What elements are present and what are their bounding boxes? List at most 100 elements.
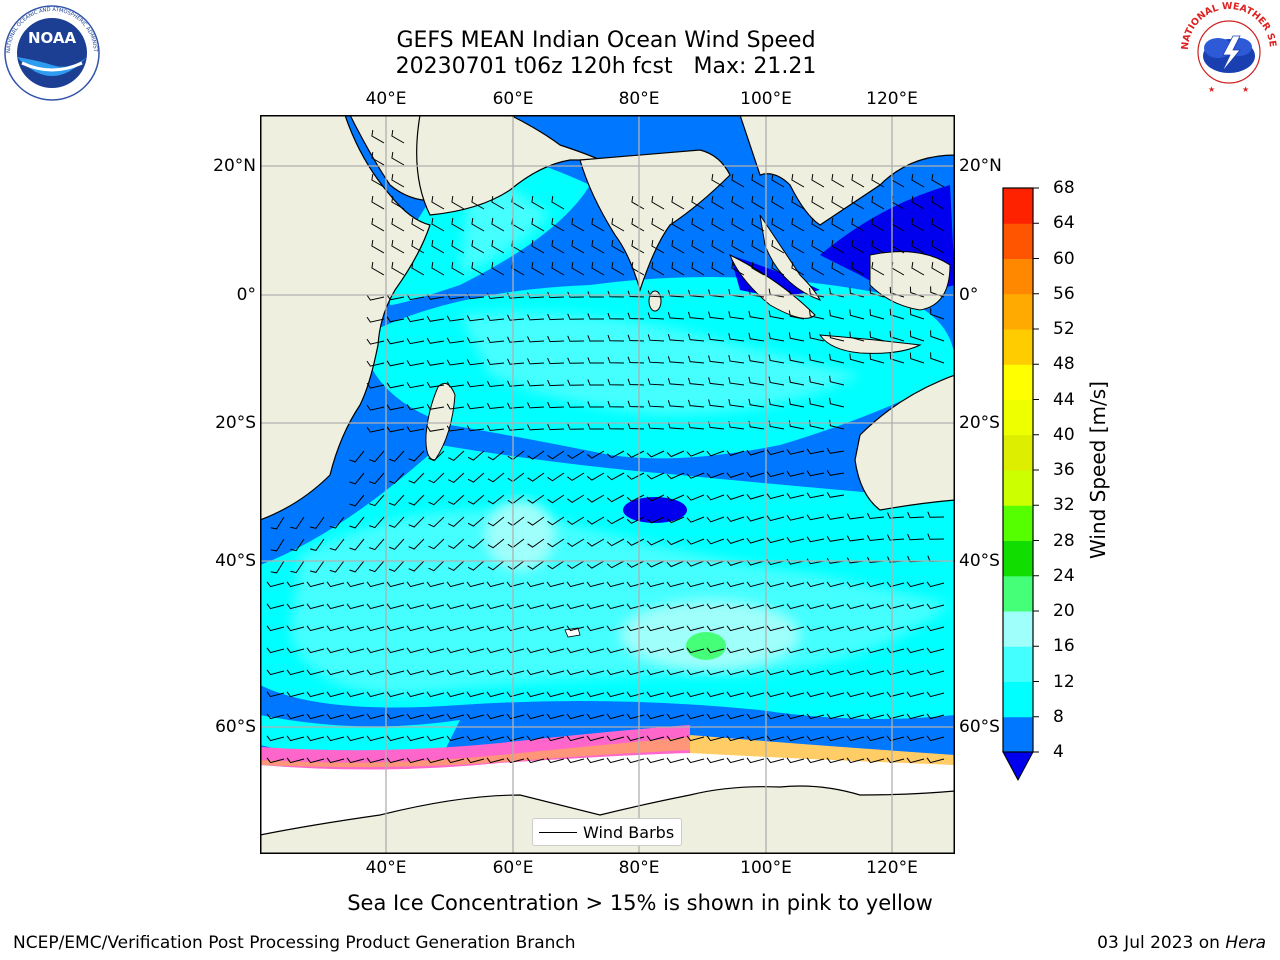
wind-barb	[306, 625, 325, 632]
wind-barb	[366, 647, 385, 654]
colorbar-segment	[1003, 505, 1033, 541]
wind-barb	[846, 513, 865, 520]
wind-barb	[386, 735, 405, 742]
wind-barb	[369, 560, 385, 573]
wind-barb	[349, 538, 365, 551]
wind-barb	[826, 469, 845, 476]
wind-barb	[591, 240, 605, 254]
wind-barb	[309, 538, 325, 551]
gridlines	[260, 115, 955, 854]
wind-barb	[386, 316, 405, 323]
wind-barb	[886, 581, 905, 588]
wind-barb	[547, 560, 565, 570]
wind-barb	[507, 336, 525, 343]
wind-barb	[408, 560, 425, 572]
wind-barb	[646, 603, 665, 610]
wind-barb	[411, 240, 425, 254]
wind-barb	[786, 757, 805, 764]
wind-barb	[746, 603, 765, 610]
wind-barb	[586, 472, 605, 481]
wind-barb	[446, 669, 465, 676]
wind-barb	[411, 262, 425, 276]
wind-barb	[428, 472, 445, 484]
wind-barb	[731, 262, 745, 276]
wind-barb	[748, 310, 765, 320]
wind-barb	[526, 757, 545, 764]
wind-barb	[586, 691, 605, 698]
colorbar-tick-label: 12	[1053, 671, 1075, 692]
wind-barb	[506, 691, 525, 698]
wind-barb	[766, 669, 785, 676]
wind-barb	[486, 581, 505, 588]
wind-barb	[290, 560, 305, 574]
wind-barb	[706, 538, 725, 545]
wind-barb	[547, 516, 565, 526]
wind-barb	[526, 691, 545, 698]
wind-barb	[751, 174, 765, 188]
wind-barb	[428, 450, 445, 462]
wind-barb	[889, 352, 905, 364]
wind-barb	[547, 401, 565, 409]
wind-barb	[746, 625, 765, 632]
wind-barb	[527, 560, 545, 570]
wind-barb	[571, 240, 585, 254]
colorbar-tick-label: 16	[1053, 636, 1075, 657]
wind-barb	[866, 757, 885, 764]
wind-barb	[806, 448, 825, 455]
wind-barb	[886, 669, 905, 676]
wind-barb	[426, 381, 445, 388]
wind-barb	[746, 735, 765, 742]
wind-barb	[826, 447, 845, 454]
wind-barb	[286, 647, 305, 654]
wind-barb	[266, 691, 285, 698]
wind-barb	[667, 312, 685, 320]
wind-barb	[791, 218, 805, 232]
wind-barb	[726, 516, 745, 522]
wind-barb	[386, 382, 405, 389]
colorbar-segment	[1003, 470, 1033, 506]
wind-barb	[587, 313, 604, 320]
wind-barb	[571, 218, 585, 232]
wind-barb	[811, 218, 825, 232]
wind-barb	[766, 713, 785, 720]
wind-barb	[487, 472, 505, 483]
wind-barb	[326, 581, 345, 588]
wind-barb	[886, 713, 905, 720]
wind-barb	[686, 713, 705, 720]
wind-barb	[646, 647, 665, 654]
wind-barb	[686, 757, 705, 764]
wind-barb	[527, 314, 545, 321]
wind-barb	[527, 424, 545, 431]
wind-barb	[466, 735, 485, 742]
wind-barb	[771, 218, 785, 232]
wind-barb	[686, 450, 705, 457]
wind-barb	[426, 293, 445, 300]
wind-barb	[909, 330, 925, 342]
wind-barb	[428, 538, 445, 550]
wind-barb	[826, 669, 845, 676]
bottom-lon-label: 120°E	[866, 858, 918, 878]
top-lon-label: 120°E	[866, 89, 918, 109]
wind-barb	[846, 757, 865, 764]
wind-barb	[366, 757, 385, 764]
wind-barb	[766, 471, 785, 478]
wind-barb	[466, 337, 485, 344]
wind-barb	[546, 625, 565, 632]
colorbar-tick-label: 4	[1053, 742, 1064, 762]
wind-barb	[726, 603, 745, 610]
wind-barb	[426, 425, 445, 432]
wind-barb	[448, 538, 465, 550]
wind-barb	[486, 358, 505, 366]
wind-barb	[406, 625, 425, 632]
wind-barb	[386, 360, 405, 367]
wind-barb	[266, 713, 285, 720]
wind-barb	[366, 404, 385, 411]
wind-barb	[706, 625, 725, 632]
wind-barb	[386, 691, 405, 698]
wind-barb	[788, 332, 805, 342]
wind-barb	[806, 691, 825, 698]
wind-barb	[771, 240, 785, 254]
wind-barb	[791, 174, 805, 188]
wind-barb	[911, 262, 925, 276]
sea-ice-note: Sea Ice Concentration > 15% is shown in …	[347, 891, 933, 915]
